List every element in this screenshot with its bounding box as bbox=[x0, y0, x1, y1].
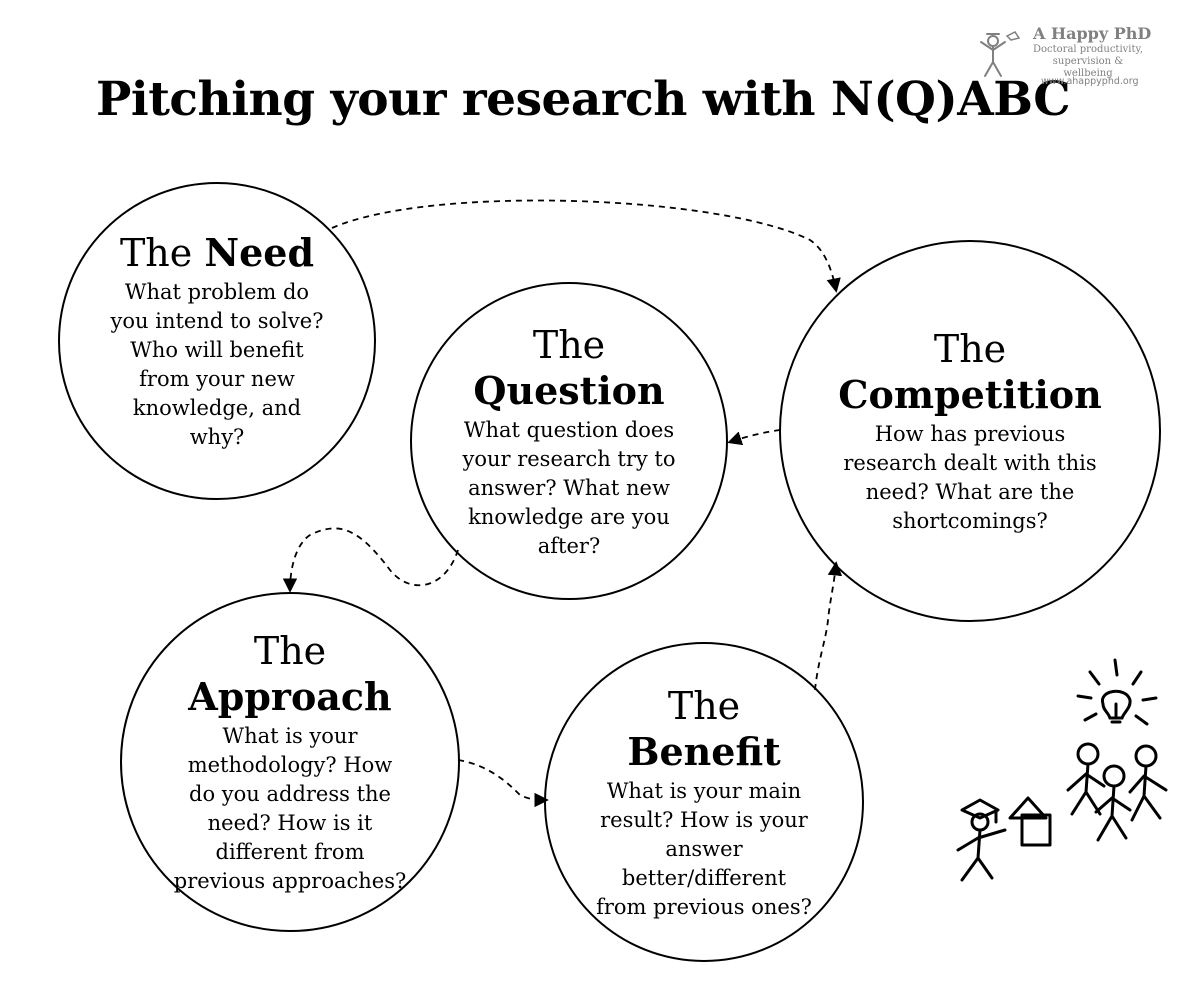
node-approach-prefix: The bbox=[253, 629, 327, 673]
logo-stick-figure-icon bbox=[980, 31, 1021, 77]
node-competition-name: Competition bbox=[838, 372, 1102, 417]
node-benefit-name: Benefit bbox=[627, 728, 781, 774]
arrow-approach-to-benefit bbox=[457, 759, 549, 808]
node-competition: The Competition How has previous researc… bbox=[779, 240, 1161, 622]
node-benefit-description: What is your main result? How is your an… bbox=[596, 778, 812, 919]
logo-tagline: Doctoral productivity, supervision & wel… bbox=[1032, 44, 1144, 79]
node-question-name: Question bbox=[473, 367, 665, 413]
graduate-figure-icon bbox=[956, 798, 1007, 882]
node-competition-prefix: The bbox=[933, 327, 1007, 371]
arrow-question-to-approach bbox=[282, 527, 459, 593]
node-approach-description: What is your methodology? How do you add… bbox=[173, 724, 407, 893]
page-title: Pitching your research with N(Q)ABC bbox=[96, 72, 1071, 127]
logo: A Happy PhD Doctoral productivity, super… bbox=[975, 22, 1155, 92]
node-question: The Question What question does your res… bbox=[410, 282, 728, 600]
group-of-people-icon bbox=[1066, 742, 1168, 842]
node-benefit-prefix: The bbox=[667, 683, 741, 728]
arrow-need-to-competition bbox=[331, 199, 841, 293]
logo-title: A Happy PhD bbox=[1033, 24, 1152, 43]
node-need-description: What problem do you intend to solve? Who… bbox=[110, 280, 324, 449]
arrow-benefit-to-competition bbox=[814, 561, 843, 691]
node-approach: The Approach What is your methodology? H… bbox=[120, 592, 460, 932]
node-need-name: Need bbox=[204, 230, 315, 275]
node-need: The Need What problem do you intend to s… bbox=[58, 182, 376, 500]
node-question-description: What question does your research try to … bbox=[462, 417, 676, 558]
arrow-competition-to-question bbox=[727, 429, 781, 446]
lightbulb-icon bbox=[1076, 658, 1158, 726]
node-need-heading: The Need bbox=[120, 230, 314, 276]
house-shape-icon bbox=[1008, 796, 1052, 847]
node-need-prefix: The bbox=[119, 231, 193, 275]
node-benefit: The Benefit What is your main result? Ho… bbox=[544, 642, 864, 962]
logo-url: www.ahappyphd.org bbox=[1041, 76, 1139, 87]
node-question-prefix: The bbox=[532, 322, 606, 367]
node-competition-description: How has previous research dealt with thi… bbox=[843, 422, 1097, 533]
node-approach-name: Approach bbox=[188, 674, 392, 719]
